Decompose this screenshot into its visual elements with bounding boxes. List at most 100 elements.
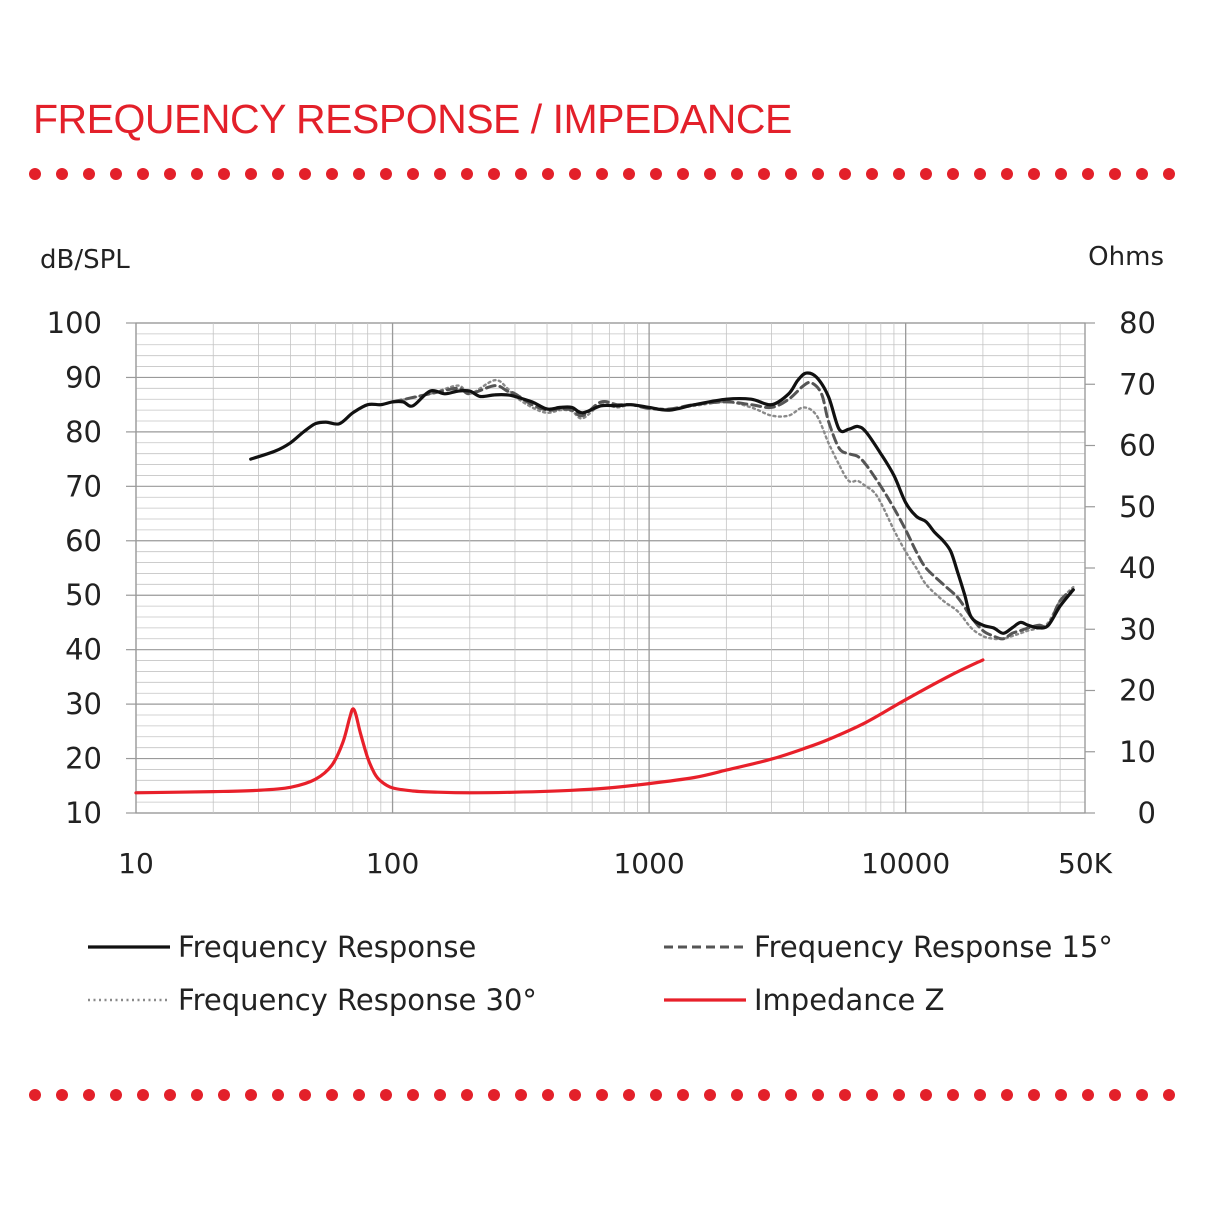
legend: Frequency Response Frequency Response 15°… (88, 930, 1113, 1017)
divider-dot (299, 168, 311, 180)
x-tick-label: 50K (1058, 847, 1113, 880)
x-tick-label: 10000 (861, 847, 950, 880)
divider-dot (137, 1089, 149, 1101)
divider-dot (434, 168, 446, 180)
divider-dot (947, 168, 959, 180)
divider-dot (542, 168, 554, 180)
divider-dot (488, 1089, 500, 1101)
right-tick-label: 10 (1119, 735, 1156, 769)
divider-dot (677, 168, 689, 180)
left-tick-label: 90 (65, 360, 102, 394)
divider-dot (596, 168, 608, 180)
right-tick-label: 0 (1138, 796, 1156, 830)
divider-dot (83, 1089, 95, 1101)
divider-dot (272, 1089, 284, 1101)
left-tick-label: 30 (65, 687, 102, 721)
divider-dot (1028, 1089, 1040, 1101)
divider-dot (407, 1089, 419, 1101)
divider-dot (380, 168, 392, 180)
divider-dot (947, 1089, 959, 1101)
divider-dot (1082, 1089, 1094, 1101)
left-tick-label: 60 (65, 524, 102, 558)
divider-dot (218, 168, 230, 180)
divider-dot (461, 1089, 473, 1101)
divider-dot (191, 1089, 203, 1101)
divider-dot (893, 168, 905, 180)
divider-dot (893, 1089, 905, 1101)
divider-dot (569, 168, 581, 180)
divider-dot (704, 168, 716, 180)
series-line-frequency-response (249, 371, 1075, 635)
divider-dot (326, 168, 338, 180)
x-tick-label: 100 (366, 847, 419, 880)
divider-dot (110, 168, 122, 180)
right-axis-label: Ohms (1088, 242, 1164, 272)
plot-grid (135, 322, 1086, 814)
divider-dot (731, 168, 743, 180)
divider-dot (1109, 1089, 1121, 1101)
plot-area (135, 322, 1086, 814)
divider-dot (1109, 168, 1121, 180)
top-dotted-divider (29, 168, 1175, 180)
divider-dot (1001, 168, 1013, 180)
left-tick-label: 20 (65, 742, 102, 776)
divider-dot (596, 1089, 608, 1101)
divider-dot (785, 1089, 797, 1101)
divider-dot (920, 1089, 932, 1101)
divider-dot (542, 1089, 554, 1101)
right-tick-label: 30 (1119, 612, 1156, 646)
divider-dot (1055, 168, 1067, 180)
divider-dot (515, 1089, 527, 1101)
divider-dot (569, 1089, 581, 1101)
divider-dot (650, 1089, 662, 1101)
divider-dot (1055, 1089, 1067, 1101)
divider-dot (407, 168, 419, 180)
right-tick-label: 50 (1119, 490, 1156, 524)
divider-dot (1001, 1089, 1013, 1101)
left-tick-label: 40 (65, 633, 102, 667)
divider-dot (866, 168, 878, 180)
right-tick-label: 40 (1119, 551, 1156, 585)
divider-dot (29, 168, 41, 180)
divider-dot (29, 1089, 41, 1101)
series-line-frequency-response-30 (391, 378, 1075, 641)
divider-dot (704, 1089, 716, 1101)
legend-label: Impedance Z (754, 983, 944, 1017)
legend-label: Frequency Response 15° (754, 930, 1113, 964)
divider-dot (623, 1089, 635, 1101)
divider-dot (191, 168, 203, 180)
legend-label: Frequency Response (178, 930, 476, 964)
right-tick-label: 60 (1119, 429, 1156, 463)
divider-dot (326, 1089, 338, 1101)
divider-dot (353, 168, 365, 180)
divider-dot (1136, 1089, 1148, 1101)
divider-dot (974, 168, 986, 180)
divider-dot (164, 168, 176, 180)
divider-dot (272, 168, 284, 180)
chart-title: FREQUENCY RESPONSE / IMPEDANCE (33, 96, 792, 142)
divider-dot (866, 1089, 878, 1101)
bottom-dotted-divider (29, 1089, 1175, 1101)
axis-ticks: 1020304050607080901000102030405060708010… (47, 306, 1156, 880)
divider-dot (137, 168, 149, 180)
divider-dot (56, 168, 68, 180)
x-tick-label: 10 (118, 847, 154, 880)
divider-dot (785, 168, 797, 180)
divider-dot (758, 168, 770, 180)
divider-dot (434, 1089, 446, 1101)
divider-dot (650, 168, 662, 180)
divider-dot (920, 168, 932, 180)
divider-dot (758, 1089, 770, 1101)
divider-dot (839, 1089, 851, 1101)
divider-dot (380, 1089, 392, 1101)
divider-dot (974, 1089, 986, 1101)
divider-dot (245, 1089, 257, 1101)
divider-dot (461, 168, 473, 180)
divider-dot (1028, 168, 1040, 180)
divider-dot (515, 168, 527, 180)
legend-label: Frequency Response 30° (178, 983, 537, 1017)
divider-dot (677, 1089, 689, 1101)
divider-dot (488, 168, 500, 180)
divider-dot (1136, 168, 1148, 180)
